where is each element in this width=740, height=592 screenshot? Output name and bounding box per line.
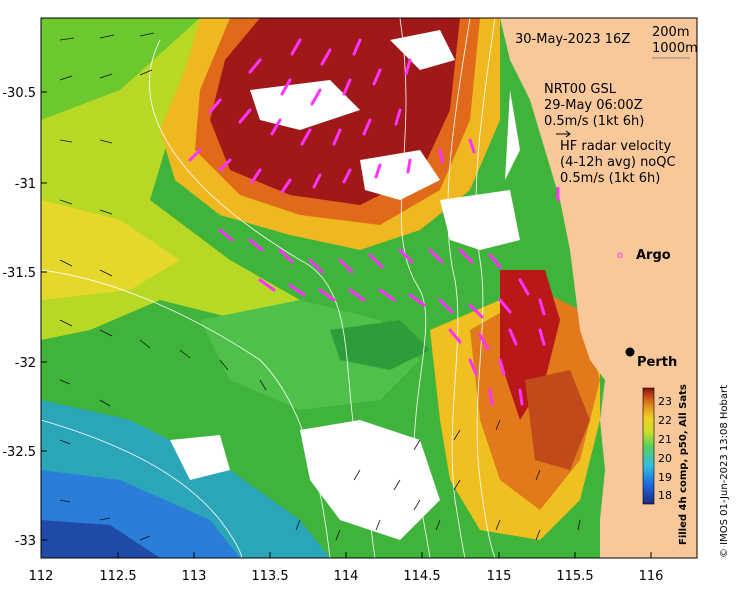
model-current-arrows <box>59 32 581 541</box>
colorbar-tick: 20 <box>658 452 672 465</box>
model-name: NRT00 GSL <box>544 82 617 97</box>
colorbar-tick: 19 <box>658 471 672 484</box>
model-time: 29-May 06:00Z <box>544 98 643 113</box>
x-tick-label: 116 <box>639 569 664 584</box>
argo-marker: o <box>617 250 623 261</box>
plot-frame <box>40 17 698 559</box>
date-label: 30-May-2023 16Z <box>515 32 630 47</box>
perth-label: Perth <box>637 355 677 370</box>
x-tick-label: 114.5 <box>403 569 440 584</box>
x-tick-label: 113 <box>182 569 207 584</box>
radar-line2: (4-12h avg) noQC <box>560 155 676 170</box>
y-tick-label: -31 <box>15 177 36 192</box>
y-tick-label: -32 <box>15 356 36 371</box>
contour-200-label: 200m <box>652 25 689 40</box>
y-axis: -30.5 -31 -31.5 -32 -32.5 -33 <box>2 86 47 549</box>
argo-label: Argo <box>636 248 671 263</box>
radar-scale: 0.5m/s (1kt 6h) <box>560 171 660 186</box>
x-tick-label: 115.5 <box>556 569 593 584</box>
colorbar-tick: 23 <box>658 395 672 408</box>
bathymetry-contours <box>41 18 496 558</box>
perth-marker <box>625 347 635 357</box>
colorbar-tick: 18 <box>658 489 672 502</box>
x-tick-label: 114 <box>334 569 359 584</box>
contour-1000-label: 1000m <box>652 41 698 56</box>
model-scale: 0.5m/s (1kt 6h) <box>544 114 644 129</box>
model-scale-arrow <box>556 130 571 138</box>
x-tick-label: 113.5 <box>251 569 288 584</box>
x-tick-label: 112 <box>29 569 54 584</box>
x-tick-label: 112.5 <box>99 569 136 584</box>
y-tick-label: -32.5 <box>2 445 36 460</box>
x-tick-label: 115 <box>487 569 512 584</box>
hf-radar-arrows <box>188 38 546 406</box>
y-tick-label: -30.5 <box>2 86 36 101</box>
y-tick-label: -31.5 <box>2 266 36 281</box>
y-tick-label: -33 <box>15 534 36 549</box>
colorbar-tick: 21 <box>658 433 672 446</box>
sst-field <box>41 18 697 558</box>
credit-text: © IMOS 01-Jun-2023 13:08 Hobart <box>719 385 730 558</box>
colorbar-label: Filled 4h comp, p50, All Sats <box>678 384 689 545</box>
x-axis: 112 112.5 113 113.5 114 114.5 115 115.5 … <box>29 552 664 584</box>
colorbar: 23 22 21 20 19 18 Filled 4h comp, p50, A… <box>642 384 689 545</box>
colorbar-tick: 22 <box>658 414 672 427</box>
radar-line1: HF radar velocity <box>560 139 672 154</box>
